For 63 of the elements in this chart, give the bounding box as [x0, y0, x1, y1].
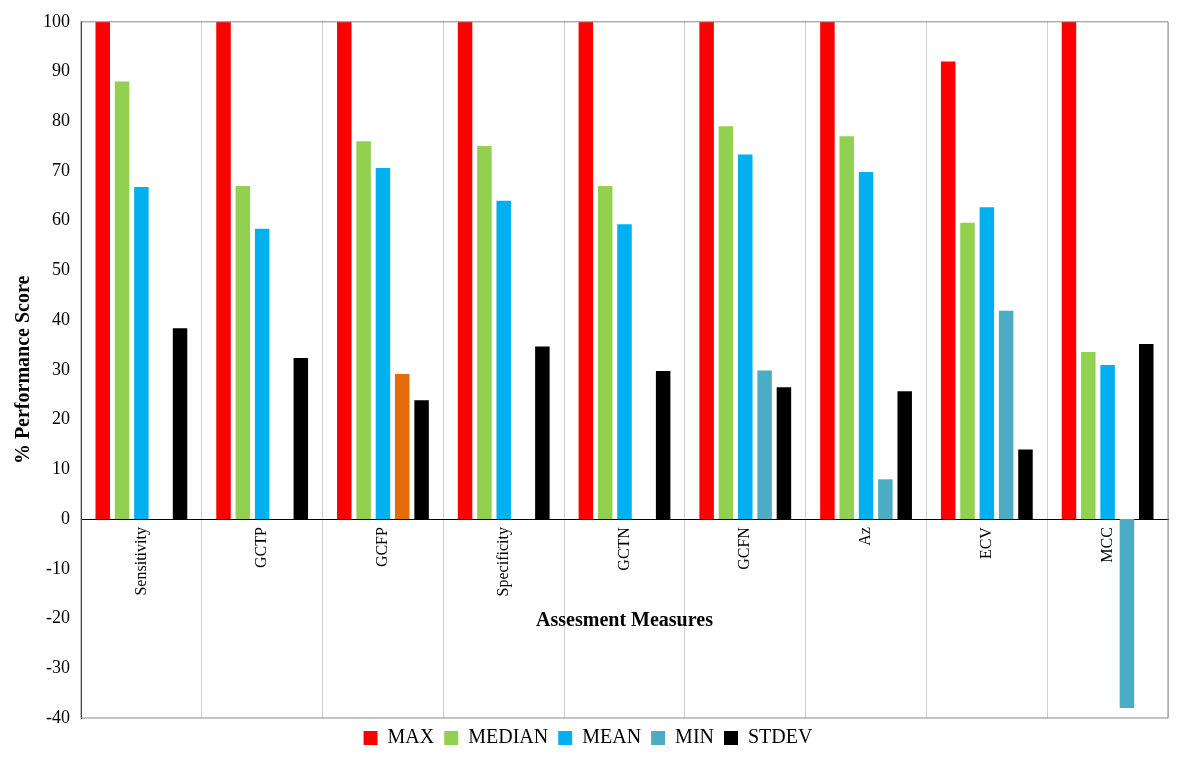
y-tick-label: 70 [52, 159, 70, 180]
bar [337, 21, 352, 520]
bar [738, 154, 753, 520]
legend-label: MAX [387, 725, 435, 748]
x-tick-label: GCFP [373, 526, 391, 568]
bar [254, 228, 270, 520]
bar [1081, 352, 1096, 520]
y-tick-label: 0 [61, 507, 70, 528]
y-tick-label: 80 [52, 109, 70, 130]
bar [1100, 364, 1115, 520]
legend-label: MEAN [582, 725, 642, 748]
bar [134, 186, 149, 520]
bar [718, 126, 734, 520]
bar [960, 222, 975, 520]
y-tick-label: 60 [52, 209, 70, 230]
bar [1061, 21, 1077, 520]
y-tick-label: -30 [46, 657, 70, 678]
x-tick-label: Sensitivity [131, 527, 150, 596]
legend-label: MIN [675, 725, 714, 748]
bar [356, 141, 371, 520]
x-tick-label: Az [856, 527, 874, 546]
bar [496, 200, 511, 520]
bar [114, 81, 130, 520]
x-tick-label: MCC [1097, 527, 1115, 563]
y-tick-label: 50 [52, 259, 70, 280]
bar [878, 479, 893, 520]
x-tick-label: ECV [977, 526, 995, 560]
y-tick-label: 100 [43, 10, 70, 31]
x-tick-label: GCTP [252, 526, 270, 568]
bar [395, 373, 410, 520]
x-axis-title: Assesment Measures [536, 607, 714, 630]
bar [998, 310, 1014, 520]
bar [940, 61, 956, 520]
bar [457, 21, 473, 520]
bar [375, 168, 391, 520]
y-tick-label: 10 [52, 458, 70, 479]
y-tick-label: -10 [46, 557, 70, 578]
x-tick-label: Specificity [493, 527, 512, 597]
y-tick-label: -20 [46, 607, 70, 628]
bar [1119, 519, 1135, 709]
bar [858, 171, 874, 520]
bar [597, 185, 613, 520]
y-tick-label: 90 [52, 60, 70, 81]
y-tick-label: 30 [52, 358, 70, 379]
y-axis-title: % Performance Score [11, 275, 34, 465]
bar [757, 370, 772, 520]
y-tick-label: 40 [52, 308, 70, 329]
bar [235, 185, 251, 520]
bar [820, 21, 835, 520]
bar [477, 146, 492, 520]
legend-label: STDEV [748, 725, 813, 748]
bar [699, 21, 714, 520]
legend-label: MEDIAN [468, 725, 549, 748]
bar [617, 224, 632, 520]
bar [95, 21, 110, 520]
bar [979, 207, 995, 520]
y-tick-label: -40 [46, 706, 70, 727]
bar [216, 21, 231, 520]
bar [839, 136, 854, 520]
y-tick-label: 20 [52, 408, 70, 429]
x-tick-label: GCTN [614, 526, 632, 571]
bar [578, 21, 594, 520]
x-tick-label: GCFN [735, 526, 753, 570]
